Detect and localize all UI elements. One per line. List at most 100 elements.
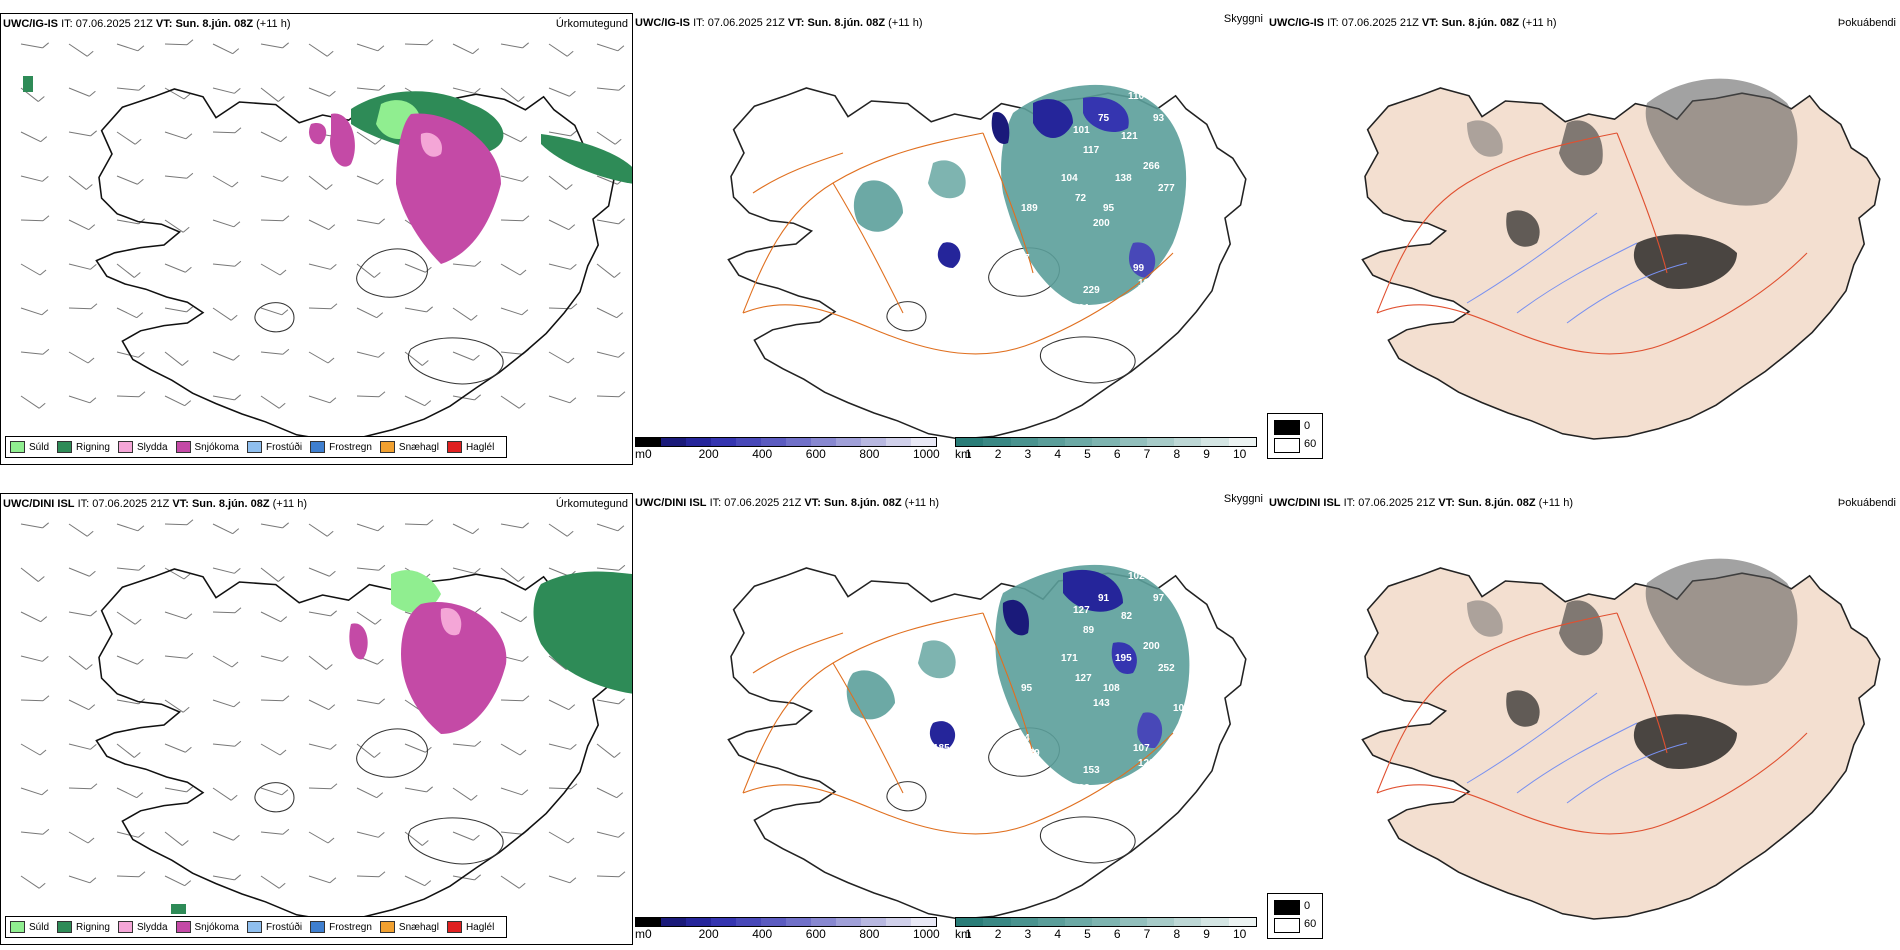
ceiling-value-label: 117	[1083, 145, 1100, 156]
legend-swatch	[446, 921, 462, 933]
wind-barb-flag	[378, 218, 385, 225]
wind-barb-flag	[376, 792, 384, 799]
wind-barb	[308, 87, 330, 97]
legend-swatch	[310, 921, 326, 933]
ceiling-visibility-panel-bottom: UWC/DINI ISL IT: 07.06.2025 21Z VT: Sun.…	[633, 493, 1267, 945]
wind-barb-flag	[88, 224, 96, 231]
ceiling-value-label: 82	[1121, 611, 1133, 622]
colorbar-tick-label: 200	[698, 927, 719, 941]
ceiling-value-label: 121	[1121, 131, 1138, 142]
wind-barb	[212, 875, 235, 881]
wind-barb-flag	[330, 783, 338, 790]
wind-barb	[596, 351, 619, 358]
wind-barb-flag	[230, 314, 238, 321]
wind-barb-flag	[86, 664, 93, 670]
wind-barb	[308, 567, 330, 577]
wind-barb-flag	[232, 48, 240, 55]
wind-barb-flag	[137, 658, 144, 665]
wind-barb	[308, 263, 331, 270]
colorbar-cell	[736, 438, 761, 446]
wind-barb-flag	[566, 50, 574, 57]
legend-swatch	[310, 441, 326, 453]
wind-barb	[548, 219, 569, 231]
wind-barb	[164, 523, 188, 526]
ceiling-value-label: 144	[1013, 733, 1030, 744]
wind-barb	[20, 43, 43, 49]
wind-barb	[356, 131, 376, 145]
wind-barb-flag	[374, 618, 382, 625]
fog-key-high-label: 60	[1304, 438, 1317, 450]
colorbar-tick-label: 9	[1203, 927, 1210, 941]
river-network	[1466, 692, 1688, 804]
colorbar-tick-label: 7	[1143, 927, 1151, 941]
wind-barb	[500, 787, 523, 796]
colorbar-cell	[1037, 918, 1066, 926]
wind-barb	[356, 395, 380, 398]
wind-barb	[500, 611, 521, 623]
wind-barb-flag	[42, 828, 50, 835]
wind-barb-flag	[86, 530, 94, 537]
legend-label: Haglél	[465, 441, 495, 453]
legend-swatch	[10, 921, 25, 933]
colorbar-tick-label: 4	[1054, 927, 1062, 941]
wind-barb-flag	[42, 42, 49, 49]
wind-barb-flag	[234, 260, 242, 267]
wind-barb	[596, 87, 619, 91]
ceiling-value-label: 72	[1075, 193, 1087, 204]
ceiling-value-label: 95	[1103, 203, 1115, 214]
wind-barb-flag	[279, 749, 287, 756]
wind-barb-flag	[376, 312, 384, 319]
wind-barb	[548, 131, 571, 137]
wind-barb-flag	[234, 740, 242, 747]
colorbar-cell	[911, 438, 936, 446]
wind-barb-flag	[137, 525, 145, 532]
wind-barb-flag	[377, 178, 384, 185]
visibility-colorbar-cells	[955, 917, 1257, 927]
wind-barb-flag	[182, 360, 189, 366]
ceiling-value-label: 181	[1193, 171, 1210, 182]
ceiling-value-label: 329	[1023, 748, 1040, 759]
ceiling-value-label: 93	[1153, 113, 1165, 124]
wind-barb-flag	[567, 837, 575, 844]
ceiling-value-label: 123	[1073, 783, 1090, 794]
wind-barb	[308, 831, 329, 844]
wind-barb-flag	[234, 607, 242, 614]
wind-barb	[356, 567, 379, 571]
wind-barb	[116, 611, 136, 625]
wind-barb-flag	[185, 746, 192, 753]
wind-barb	[212, 699, 235, 708]
fog-indicator-map	[1361, 558, 1881, 920]
wind-barb	[404, 523, 428, 526]
ceiling-value-label: 132	[1138, 278, 1155, 289]
precip-areas	[171, 570, 632, 914]
wind-barb	[20, 307, 43, 316]
colorbar-cell	[761, 918, 786, 926]
wind-barb-flag	[38, 576, 45, 582]
colorbar-tick-label: 600	[805, 927, 826, 941]
wind-barb-flag	[426, 306, 433, 313]
wind-barb	[212, 263, 235, 267]
wind-barb	[500, 875, 520, 889]
wind-barb	[452, 307, 472, 321]
wind-barb	[356, 699, 379, 705]
wind-barb	[164, 351, 183, 366]
legend-item-0: Súld	[10, 921, 49, 933]
wind-barb-flag	[40, 136, 48, 143]
colorbar-cell	[911, 918, 936, 926]
wind-barb	[500, 395, 520, 409]
wind-barb	[404, 351, 423, 366]
wind-barb	[212, 351, 234, 361]
wind-barb-flag	[569, 90, 576, 97]
colorbar-cell	[711, 918, 736, 926]
legend-swatch	[57, 921, 73, 933]
wind-barb	[452, 567, 475, 574]
colorbar-cell	[1228, 918, 1256, 926]
wind-barb-flag	[568, 704, 576, 711]
wind-barb-flag	[328, 704, 336, 711]
wind-barb-flag	[425, 266, 432, 273]
legend-label: Súld	[29, 921, 50, 933]
wind-barb	[308, 175, 327, 190]
wind-barb	[548, 875, 571, 884]
wind-barb	[548, 567, 570, 577]
wind-barb-flag	[90, 743, 97, 750]
